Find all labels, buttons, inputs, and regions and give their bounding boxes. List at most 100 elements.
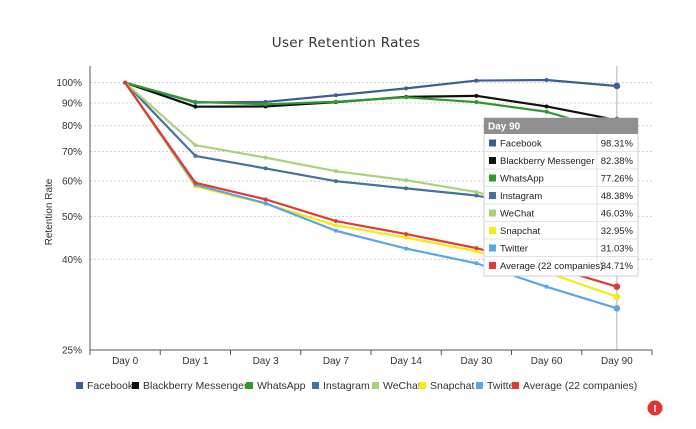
data-point[interactable] <box>263 201 268 206</box>
data-point[interactable] <box>474 190 479 195</box>
data-point[interactable] <box>333 169 338 174</box>
x-tick-label: Day 14 <box>390 356 422 367</box>
legend-label: Snapchat <box>430 380 474 392</box>
legend-swatch <box>419 382 426 389</box>
tooltip-series-name: Snapchat <box>500 226 541 237</box>
data-point[interactable] <box>544 109 549 114</box>
legend-swatch <box>476 382 483 389</box>
data-point[interactable] <box>613 82 621 90</box>
data-point[interactable] <box>404 95 409 100</box>
data-point[interactable] <box>404 235 409 240</box>
legend-label: Twitter <box>487 380 518 392</box>
series-line[interactable] <box>124 82 618 310</box>
tooltip-series-name: Twitter <box>500 243 528 254</box>
data-point[interactable] <box>263 166 268 171</box>
data-point[interactable] <box>263 197 268 202</box>
data-point[interactable] <box>333 93 338 98</box>
x-tick-label: Day 60 <box>531 356 563 367</box>
tooltip-series-value: 82.38% <box>601 156 634 167</box>
legend-item[interactable]: Twitter <box>476 380 518 392</box>
badge-circle[interactable] <box>647 400 663 416</box>
tooltip-series-value: 46.03% <box>601 208 634 219</box>
data-point[interactable] <box>193 104 198 109</box>
data-point[interactable] <box>404 246 409 251</box>
legend-label: WhatsApp <box>257 380 306 392</box>
legend-swatch <box>372 382 379 389</box>
y-tick-label: 25% <box>62 346 82 357</box>
x-tick-label: Day 1 <box>182 356 209 367</box>
data-point[interactable] <box>544 104 549 109</box>
data-point[interactable] <box>333 99 338 104</box>
tooltip-swatch <box>489 139 496 147</box>
tooltip-header <box>484 118 638 134</box>
data-point[interactable] <box>474 100 479 105</box>
data-point[interactable] <box>123 80 128 85</box>
tooltip-series-value: 48.38% <box>601 191 634 202</box>
data-point[interactable] <box>404 232 409 237</box>
tooltip-swatch <box>489 157 496 164</box>
tooltip-series-name: Instagram <box>500 191 542 202</box>
legend-swatch <box>312 382 319 389</box>
data-point[interactable] <box>193 153 198 158</box>
data-point[interactable] <box>474 249 479 254</box>
data-point[interactable] <box>193 99 198 104</box>
x-tick-label: Day 3 <box>253 356 280 367</box>
tooltip-series-name: WhatsApp <box>500 173 544 184</box>
tooltip-series-name: Facebook <box>500 138 542 149</box>
series-line[interactable] <box>124 81 618 134</box>
tooltip-series-name: WeChat <box>500 208 535 219</box>
legend-label: Facebook <box>87 380 134 392</box>
info-badge[interactable]: I <box>647 400 663 416</box>
tooltip-day-90: Day 90 Facebook 98.31% Blackberry Messenger… <box>483 117 639 277</box>
legend-item[interactable]: Instagram <box>312 380 370 392</box>
data-point[interactable] <box>333 223 338 228</box>
y-tick-label: 80% <box>62 121 82 132</box>
data-point[interactable] <box>474 246 479 251</box>
legend: Facebook Blackberry Messenger WhatsApp Inst… <box>76 380 637 392</box>
legend-item[interactable]: WeChat <box>372 380 421 392</box>
badge-icon[interactable]: I <box>654 404 657 415</box>
data-point[interactable] <box>404 186 409 191</box>
data-point[interactable] <box>333 179 338 184</box>
tooltip-series-name: Blackberry Messenger <box>500 156 595 167</box>
data-point[interactable] <box>474 78 479 83</box>
y-tick-label: 100% <box>56 78 82 89</box>
legend-item[interactable]: Blackberry Messenger <box>132 380 248 392</box>
legend-label: Instagram <box>323 380 370 392</box>
tooltip-series-value: 77.26% <box>601 173 634 184</box>
data-point[interactable] <box>613 293 621 301</box>
tooltip-swatch <box>489 262 496 269</box>
legend-item[interactable]: Snapchat <box>419 380 474 392</box>
data-point[interactable] <box>404 178 409 183</box>
legend-item[interactable]: WhatsApp <box>246 380 306 392</box>
data-point[interactable] <box>474 261 479 266</box>
data-point[interactable] <box>263 155 268 160</box>
tooltip-series-value: 32.95% <box>601 226 634 237</box>
tooltip-swatch <box>489 174 496 182</box>
y-tick-label: 50% <box>62 212 82 223</box>
data-point[interactable] <box>474 93 479 98</box>
chart-title: User Retention Rates <box>272 35 420 51</box>
y-tick-label: 40% <box>62 255 82 266</box>
x-tick-label: Day 0 <box>112 356 139 367</box>
data-point[interactable] <box>544 284 549 289</box>
legend-item[interactable]: Facebook <box>76 380 134 392</box>
data-point[interactable] <box>193 180 198 185</box>
data-point[interactable] <box>613 305 621 312</box>
data-point[interactable] <box>613 283 621 291</box>
legend-item[interactable]: Average (22 companies) <box>512 380 637 392</box>
x-tick-label: Day 7 <box>323 356 350 367</box>
data-point[interactable] <box>333 219 338 224</box>
data-point[interactable] <box>544 78 549 82</box>
tooltip-series-value: 34.71% <box>601 261 634 272</box>
data-point[interactable] <box>333 228 338 233</box>
tooltip-title: Day 90 <box>488 122 521 133</box>
tooltip-swatch <box>489 244 496 252</box>
data-point[interactable] <box>404 86 409 91</box>
data-point[interactable] <box>193 143 198 148</box>
x-tick-label: Day 30 <box>461 356 493 367</box>
data-point[interactable] <box>263 102 268 107</box>
legend-swatch <box>132 382 139 389</box>
data-point[interactable] <box>474 193 479 198</box>
